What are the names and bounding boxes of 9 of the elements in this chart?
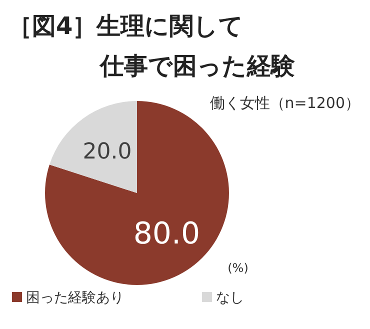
pie-slice — [50, 101, 137, 193]
chart-subtitle: 仕事で困った経験 — [99, 52, 296, 80]
data-label: 20.0 — [82, 140, 132, 165]
data-label: 80.0 — [133, 216, 200, 252]
text: (%) — [228, 261, 248, 275]
legend-label: なし — [216, 290, 244, 306]
text: 働く女性（n=1200） — [210, 94, 360, 112]
chart-title: ［図4］生理に関して — [8, 12, 244, 40]
legend-label: 困った経験あり — [26, 290, 124, 306]
